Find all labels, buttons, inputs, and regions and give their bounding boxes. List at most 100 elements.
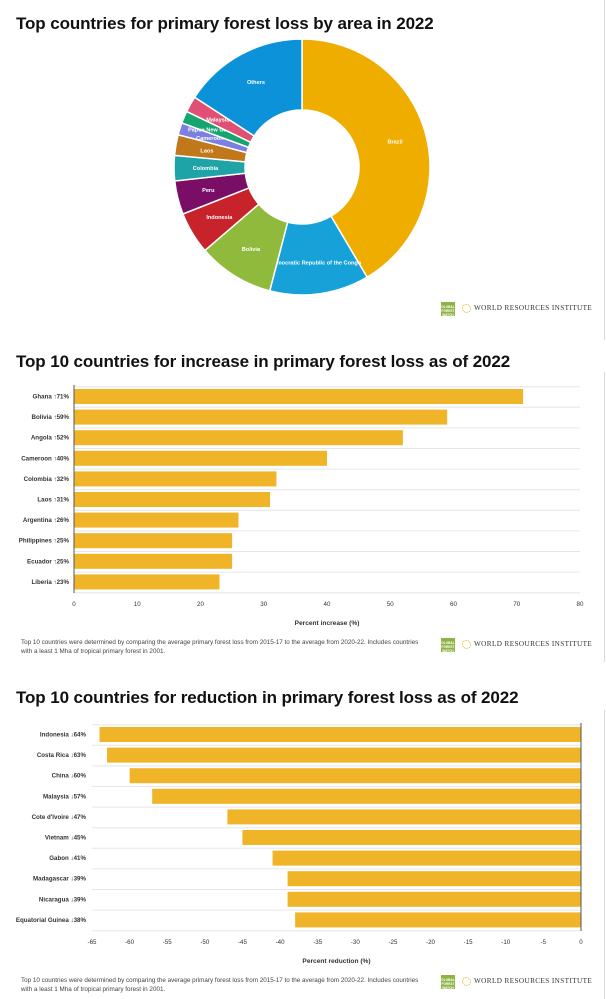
category-label: Equatorial Guinea ↓38% bbox=[16, 917, 87, 924]
bar bbox=[295, 912, 581, 928]
x-tick-label: -25 bbox=[388, 939, 398, 946]
category-label: Angola ↑52% bbox=[31, 435, 70, 442]
category-label: Ghana ↑71% bbox=[33, 394, 70, 401]
x-tick-label: -55 bbox=[163, 939, 173, 946]
wri-sun-icon bbox=[462, 977, 471, 986]
bar bbox=[74, 492, 271, 507]
wri-sun-icon bbox=[462, 640, 471, 649]
category-label: Cameroon ↑40% bbox=[21, 455, 69, 462]
pie-slice-label: Bolivia bbox=[242, 247, 261, 253]
bar bbox=[287, 891, 581, 907]
bar bbox=[287, 871, 581, 887]
pie-slice-label: Malaysia bbox=[206, 118, 230, 124]
bar bbox=[74, 512, 239, 528]
category-label: Vietnam ↓45% bbox=[45, 835, 87, 842]
reduction-chart-title: Top 10 countries for reduction in primar… bbox=[16, 688, 519, 707]
category-label: Costa Rica ↓63% bbox=[37, 752, 87, 759]
bar bbox=[74, 533, 233, 549]
bar bbox=[272, 850, 581, 866]
pie-slice-label: Others bbox=[247, 80, 265, 86]
category-label: Madagascar ↓39% bbox=[33, 876, 86, 883]
category-label: Colombia ↑32% bbox=[24, 476, 70, 483]
x-axis-title: Percent reduction (%) bbox=[302, 958, 370, 965]
wri-logo: GLOBAL FOREST WATCH WORLD RESOURCES INST… bbox=[441, 301, 593, 317]
bar bbox=[99, 727, 582, 742]
category-label: Liberia ↑23% bbox=[32, 579, 70, 586]
x-tick-label: 0 bbox=[72, 601, 76, 608]
x-tick-label: 40 bbox=[324, 601, 331, 608]
reduction-bar-chart: Indonesia ↓64% Costa Rica ↓63% China ↓60% M… bbox=[16, 723, 583, 965]
wri-name: WORLD RESOURCES INSTITUTE bbox=[474, 640, 593, 648]
pie-slice-label: Cameroon bbox=[196, 136, 224, 142]
x-axis-title: Percent increase (%) bbox=[295, 620, 360, 627]
wri-sun-icon bbox=[462, 304, 471, 313]
x-tick-label: -35 bbox=[313, 939, 323, 946]
pie-slice-label: Colombia bbox=[193, 166, 219, 172]
category-label: Indonesia ↓64% bbox=[40, 732, 87, 739]
x-tick-label: 20 bbox=[197, 601, 204, 608]
reduction-chart-note: Top 10 countries were determined by comp… bbox=[21, 977, 419, 993]
category-label: Gabon ↓41% bbox=[49, 855, 86, 862]
bar bbox=[74, 389, 524, 404]
category-label: China ↓60% bbox=[52, 773, 87, 780]
bar bbox=[227, 809, 581, 825]
pie-slice-label: Laos bbox=[200, 148, 213, 154]
x-tick-label: 70 bbox=[513, 601, 520, 608]
category-label: Philippines ↑25% bbox=[19, 538, 70, 545]
x-tick-label: -65 bbox=[88, 939, 98, 946]
increase-chart-note: Top 10 countries were determined by comp… bbox=[21, 639, 419, 655]
x-tick-label: 80 bbox=[577, 601, 584, 608]
x-tick-label: -60 bbox=[125, 939, 135, 946]
wri-logo: GLOBAL FOREST WATCH WORLD RESOURCES INST… bbox=[441, 637, 593, 653]
increase-bar-chart: Ghana ↑71% Bolivia ↑59% Angola ↑52% Cameroo… bbox=[19, 385, 584, 627]
bar bbox=[107, 747, 582, 763]
pie-slice-label: Papua New Guinea bbox=[188, 127, 239, 133]
bar bbox=[242, 830, 581, 845]
x-tick-label: 0 bbox=[579, 939, 583, 946]
pie-slice bbox=[193, 38, 303, 137]
right-divider bbox=[604, 0, 605, 340]
gfw-logo-icon: GLOBAL FOREST WATCH bbox=[441, 975, 455, 990]
bar bbox=[74, 553, 233, 569]
pie-slice-label: Democratic Republic of the Congo bbox=[270, 261, 362, 267]
category-label: Argentina ↑26% bbox=[23, 517, 70, 524]
bar bbox=[74, 430, 403, 446]
category-label: Malaysia ↓57% bbox=[43, 793, 86, 800]
wri-name: WORLD RESOURCES INSTITUTE bbox=[474, 304, 593, 312]
category-label: Nicaragua ↓39% bbox=[39, 896, 87, 903]
category-label: Bolivia ↑59% bbox=[32, 414, 70, 421]
wri-name: WORLD RESOURCES INSTITUTE bbox=[474, 977, 593, 985]
gfw-logo-icon: GLOBAL FOREST WATCH bbox=[441, 638, 455, 653]
pie-slice bbox=[301, 38, 431, 279]
bar bbox=[74, 450, 327, 466]
x-tick-label: 10 bbox=[134, 601, 141, 608]
gfw-logo-icon: GLOBAL FOREST WATCH bbox=[441, 302, 455, 317]
x-tick-label: -5 bbox=[541, 939, 547, 946]
pie-slice-label: Peru bbox=[202, 188, 215, 194]
x-tick-label: 30 bbox=[260, 601, 267, 608]
right-divider bbox=[604, 372, 605, 662]
x-tick-label: -10 bbox=[501, 939, 511, 946]
increase-chart-title: Top 10 countries for increase in primary… bbox=[16, 352, 511, 371]
bar bbox=[74, 574, 220, 590]
pie-slice-label: Indonesia bbox=[206, 215, 233, 221]
bar bbox=[74, 409, 448, 425]
category-label: Laos ↑31% bbox=[37, 497, 69, 504]
category-label: Ecuador ↑25% bbox=[27, 558, 69, 565]
x-tick-label: -50 bbox=[200, 939, 210, 946]
pie-chart: Brazil Democratic Republic of the Congo Bo… bbox=[173, 38, 431, 296]
x-tick-label: 50 bbox=[387, 601, 394, 608]
right-divider bbox=[604, 710, 605, 999]
pie-slice-label: Brazil bbox=[387, 140, 403, 146]
bar bbox=[152, 788, 581, 804]
x-tick-label: -20 bbox=[426, 939, 436, 946]
bar bbox=[129, 768, 581, 784]
wri-logo: GLOBAL FOREST WATCH WORLD RESOURCES INST… bbox=[441, 974, 593, 990]
x-tick-label: -40 bbox=[276, 939, 286, 946]
x-tick-label: -45 bbox=[238, 939, 248, 946]
x-tick-label: -15 bbox=[464, 939, 474, 946]
bar bbox=[74, 471, 277, 487]
pie-chart-title: Top countries for primary forest loss by… bbox=[16, 14, 434, 33]
x-tick-label: -30 bbox=[351, 939, 361, 946]
category-label: Cote d'Ivoire ↓47% bbox=[32, 814, 87, 821]
